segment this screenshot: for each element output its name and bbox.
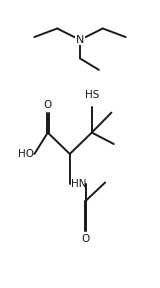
Text: HO: HO [18,149,34,159]
Text: O: O [44,100,52,110]
Text: HS: HS [85,90,99,100]
Text: N: N [76,35,84,45]
Text: HN: HN [71,179,86,189]
Text: O: O [81,234,90,244]
